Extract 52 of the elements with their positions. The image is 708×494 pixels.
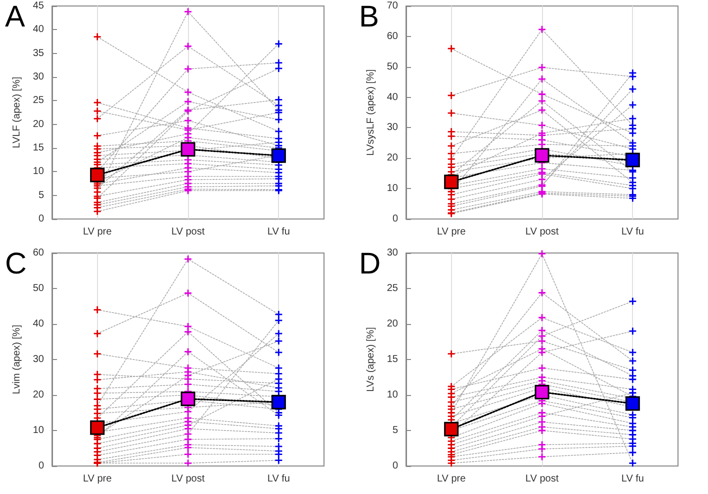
y-tick-label: 35 — [32, 48, 44, 59]
y-tick-label: 30 — [32, 354, 44, 365]
y-tick-label: 25 — [386, 283, 398, 294]
y-tick-label: 0 — [392, 460, 398, 472]
y-tick-label: 15 — [386, 354, 398, 365]
y-tick-label: 60 — [386, 30, 398, 42]
y-tick-label: 0 — [392, 214, 398, 224]
y-tick-label: 20 — [32, 118, 44, 130]
y-tick-label: 50 — [386, 61, 398, 72]
x-tick-label: LV pre — [82, 226, 112, 238]
x-tick-label: LV post — [171, 474, 205, 484]
y-tick-label: 30 — [386, 122, 398, 134]
y-tick-label: 50 — [32, 283, 44, 294]
y-tick-label: 30 — [32, 72, 44, 82]
y-tick-label: 60 — [32, 248, 44, 258]
chart-title: A — [5, 0, 26, 34]
y-tick-label: 20 — [32, 390, 44, 400]
x-tick-label: LV post — [525, 474, 559, 484]
x-tick-label: LV pre — [436, 474, 466, 484]
y-tick-label: 5 — [392, 425, 398, 436]
y-axis-title: LVLF (apex) [%] — [11, 76, 22, 148]
y-tick-label: 20 — [386, 318, 398, 330]
x-tick-label: LV fu — [267, 474, 290, 484]
y-tick-label: 10 — [386, 390, 398, 400]
chart-title: B — [359, 0, 380, 34]
y-tick-label: 5 — [38, 190, 44, 201]
y-tick-label: 0 — [38, 460, 44, 472]
x-tick-label: LV fu — [267, 226, 290, 238]
y-axis-title: LVs (apex) [%] — [365, 326, 376, 392]
y-axis-title: Lvim (apex) [%] — [11, 324, 22, 394]
x-tick-label: LV pre — [82, 474, 112, 484]
x-tick-label: LV fu — [621, 226, 644, 238]
x-tick-label: LV post — [525, 226, 559, 238]
y-tick-label: 10 — [32, 425, 44, 436]
x-tick-label: LV post — [171, 226, 205, 238]
y-tick-label: 70 — [386, 0, 398, 12]
y-tick-label: 40 — [32, 24, 44, 36]
y-tick-label: 10 — [32, 166, 44, 178]
y-tick-label: 25 — [32, 95, 44, 106]
y-tick-label: 15 — [32, 142, 44, 154]
y-tick-label: 20 — [386, 152, 398, 164]
x-tick-label: LV pre — [436, 226, 466, 238]
y-tick-label: 40 — [386, 92, 398, 103]
y-tick-label: 45 — [32, 0, 44, 12]
y-tick-label: 40 — [32, 318, 44, 330]
chart-title: C — [5, 248, 27, 280]
y-tick-label: 10 — [386, 183, 398, 194]
chart-title: D — [359, 248, 381, 280]
y-tick-label: 30 — [386, 248, 398, 258]
y-tick-label: 0 — [38, 214, 44, 224]
y-axis-title: LVsysLF (apex) [%] — [365, 69, 376, 156]
x-tick-label: LV fu — [621, 474, 644, 484]
